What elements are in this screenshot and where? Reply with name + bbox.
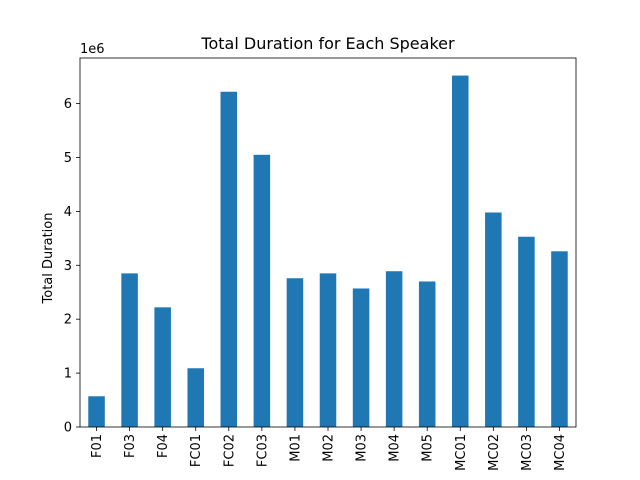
y-tick-label-6: 6 (64, 97, 72, 112)
x-tick-label-f01: F01 (90, 434, 105, 458)
bar-m02 (319, 273, 337, 427)
bar-fc03 (253, 154, 271, 428)
y-tick-label-0: 0 (64, 421, 72, 436)
bar-fc01 (187, 368, 204, 427)
bar-f01 (88, 396, 105, 427)
y-tick-label-2: 2 (64, 313, 72, 328)
x-tick-label-mc01: MC01 (454, 434, 469, 471)
bar-f04 (154, 307, 171, 427)
y-tick-label-1: 1 (64, 367, 72, 382)
x-tick-label-mc03: MC03 (520, 434, 535, 471)
bar-m01 (286, 278, 304, 427)
x-tick-label-f03: F03 (123, 434, 138, 458)
x-tick-label-m03: M03 (355, 434, 370, 462)
plot-frame (79, 57, 577, 428)
y-axis-label: Total Duration (41, 213, 56, 305)
bar-fc02 (220, 91, 238, 428)
bar-f03 (121, 273, 138, 427)
x-tick-label-fc03: FC03 (255, 434, 270, 467)
bar-mc02 (485, 212, 502, 427)
chart-title: Total Duration for Each Speaker (200, 34, 455, 53)
x-tick-label-fc01: FC01 (189, 434, 204, 467)
y-tick-label-3: 3 (64, 259, 72, 274)
x-tick-label-mc02: MC02 (487, 434, 502, 471)
x-tick-label-mc04: MC04 (553, 434, 568, 471)
y-tick-label-4: 4 (64, 205, 72, 220)
bar-m03 (352, 288, 370, 427)
x-ticks-group: F01 F03 F04 FC01 FC02 FC03 M01 M02 M03 M04 M05 MC01… (90, 427, 568, 471)
x-tick-label-fc02: FC02 (222, 434, 237, 467)
y-tick-label-5: 5 (64, 151, 72, 166)
x-tick-label-m04: M04 (388, 434, 403, 462)
bars-group (88, 75, 568, 428)
x-tick-label-m01: M01 (288, 434, 303, 462)
y-ticks-group: 0 1 2 3 4 5 6 (64, 97, 80, 436)
x-tick-label-m02: M02 (322, 434, 337, 462)
bar-mc01 (452, 75, 469, 427)
bar-m04 (385, 271, 403, 427)
bar-mc03 (518, 236, 535, 427)
offset-text: 1e6 (80, 42, 105, 57)
bar-m05 (418, 281, 436, 427)
x-tick-label-f04: F04 (156, 434, 171, 458)
bar-mc04 (551, 251, 568, 427)
x-tick-label-m05: M05 (421, 434, 436, 462)
